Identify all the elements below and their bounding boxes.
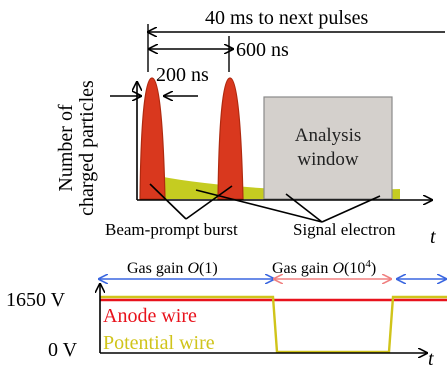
- bottom-t-axis-label: t: [428, 348, 434, 367]
- y-axis-label-line2: charged particles: [76, 80, 98, 216]
- signal-pointer-2: [285, 193, 323, 223]
- potential-wire-line: [100, 295, 447, 354]
- beam-prompt-label: Beam-prompt burst: [105, 220, 238, 239]
- signal-pointer-1: [195, 189, 323, 223]
- analysis-window: [263, 96, 393, 200]
- beam-pointer-1: [149, 183, 187, 220]
- beam-pointer-2: [185, 185, 233, 220]
- burst-pulse-2: [217, 77, 244, 200]
- voltage-low-label: 0 V: [48, 339, 78, 361]
- anode-wire-label: Anode wire: [103, 305, 197, 327]
- y-axis-label-line1: Number of: [55, 104, 77, 192]
- gain-low-label: Gas gain O(1): [127, 260, 218, 277]
- next-pulse-label: 40 ms to next pulses: [205, 7, 369, 29]
- burst-pulse-1: [139, 77, 166, 200]
- width-label: 200 ns: [156, 64, 209, 86]
- spacing-label: 600 ns: [236, 39, 289, 61]
- analysis-window-line1: Analysis: [295, 125, 362, 146]
- gain-high-label: Gas gain O(104): [272, 258, 376, 277]
- analysis-window-line2: window: [297, 149, 359, 170]
- potential-wire-label: Potential wire: [103, 332, 215, 354]
- voltage-high-label: 1650 V: [6, 289, 66, 311]
- signal-pointer-3: [321, 195, 381, 223]
- signal-electron-label: Signal electron: [293, 220, 396, 239]
- top-t-axis-label: t: [430, 226, 436, 248]
